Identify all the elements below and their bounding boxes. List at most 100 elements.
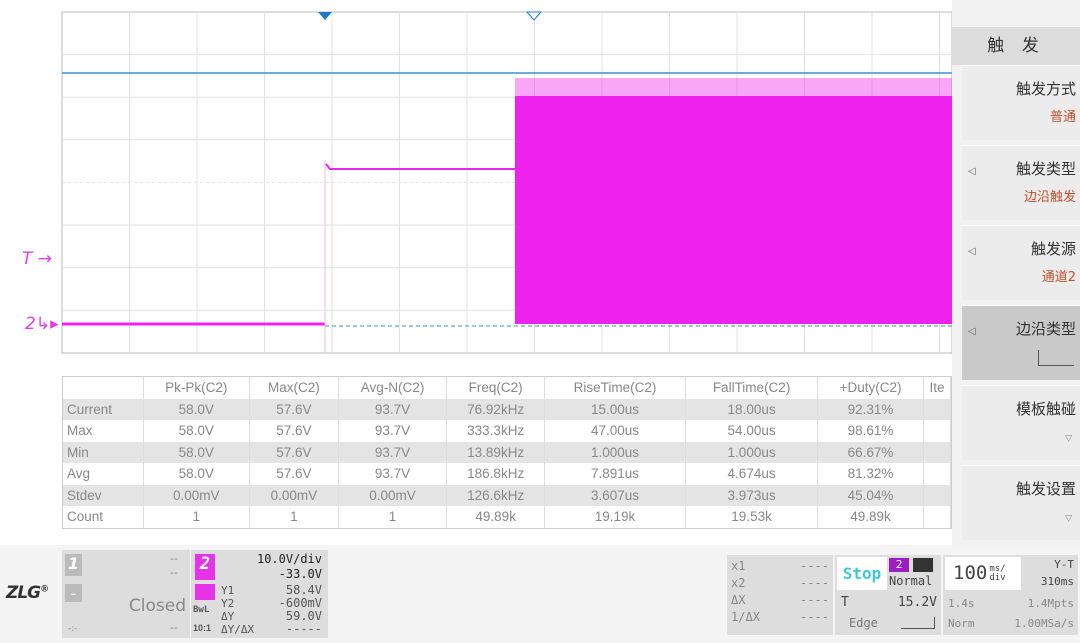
- trigger-type: Edge: [849, 616, 878, 630]
- table-cell: [923, 506, 952, 528]
- timebase-scale[interactable]: 100 ms/ div: [945, 557, 1021, 590]
- table-cell: 81.32%: [817, 463, 924, 485]
- column-header: Pk-Pk(C2): [143, 377, 250, 399]
- run-stop-button[interactable]: Stop: [837, 557, 887, 590]
- display-mode: Y-T: [1054, 558, 1074, 571]
- menu-item-3[interactable]: ◁ 边沿类型: [962, 305, 1080, 380]
- rising-edge-icon: [1038, 350, 1074, 366]
- trigger-mode: Normal: [889, 574, 933, 588]
- table-cell: Current: [63, 398, 144, 420]
- table-cell: 76.92kHz: [446, 398, 546, 420]
- menu-item-1[interactable]: ◁ 触发类型 边沿触发: [962, 145, 1080, 220]
- table-cell: 57.6V: [249, 398, 339, 420]
- ch2-burst: [515, 96, 952, 324]
- table-row: Current 58.0V 57.6V 93.7V 76.92kHz 15.00us 18.…: [63, 398, 952, 420]
- channel1-panel[interactable]: 1 -- -- - Closed -- -:-: [62, 550, 190, 638]
- menu-item-5[interactable]: 触发设置 ▽: [962, 465, 1080, 540]
- table-cell: [923, 463, 952, 485]
- column-header: +Duty(C2): [817, 377, 924, 399]
- ch1-extra: --: [170, 621, 178, 634]
- y2-value: -600mV: [278, 596, 322, 610]
- table-cell: 66.67%: [817, 441, 924, 463]
- cursor-panel[interactable]: x1 x2 ΔX 1/ΔX ---- ---- ---- ----: [727, 555, 833, 635]
- menu-title: 触 发: [952, 27, 1080, 65]
- table-cell: [923, 441, 952, 463]
- table-cell: 57.6V: [249, 441, 339, 463]
- dydx-label: ΔY/ΔX: [221, 623, 255, 636]
- expand-left-icon: ◁: [968, 326, 976, 337]
- table-cell: 93.7V: [338, 463, 448, 485]
- table-cell: 58.0V: [143, 420, 250, 442]
- table-row: Min 58.0V 57.6V 93.7V 13.89kHz 1.000us 1.000us…: [63, 441, 952, 463]
- table-cell: 1: [249, 506, 339, 528]
- x2-value: ----: [800, 576, 829, 590]
- memory-depth: 1.4Mpts: [1027, 597, 1074, 610]
- table-cell: 18.00us: [685, 398, 819, 420]
- table-cell: 7.891us: [544, 463, 687, 485]
- menu-item-4[interactable]: 模板触碰 ▽: [962, 385, 1080, 460]
- ch2-mid-level: [325, 163, 515, 170]
- ch1-misc: -:-: [68, 624, 78, 634]
- ch2-offset: -33.0V: [278, 567, 322, 581]
- waveform-display[interactable]: [0, 0, 952, 360]
- probe-ratio: 10:1: [193, 623, 212, 633]
- table-cell: [923, 398, 952, 420]
- trigger-level-label: T: [841, 595, 849, 610]
- acquisition-mode: Norm: [948, 617, 975, 630]
- menu-item-value: 边沿触发: [1023, 190, 1076, 205]
- trigger-status-panel[interactable]: Stop 2 Normal T 15.2V Edge: [835, 555, 941, 635]
- bwl-label: BwL: [193, 605, 210, 615]
- ch2-burst-peaks: [515, 78, 952, 98]
- menu-item-0[interactable]: 触发方式普通: [962, 65, 1080, 140]
- table-cell: 19.53k: [685, 506, 819, 528]
- coupling-icon: [913, 558, 933, 572]
- timebase-panel[interactable]: 100 ms/ div Y-T 310ms 1.4s 1.4Mpts Norm 1…: [943, 555, 1078, 635]
- trigger-level-marker[interactable]: T →: [22, 249, 53, 269]
- ch1-offset: --: [170, 566, 178, 579]
- table-cell: Min: [63, 441, 144, 463]
- zlg-logo: ZLG®: [6, 583, 49, 603]
- table-cell: 3.973us: [685, 484, 819, 506]
- column-header: FallTime(C2): [685, 377, 819, 399]
- menu-item-label: 模板触碰: [1015, 400, 1076, 418]
- ch2-badge: 2: [195, 554, 215, 580]
- expand-left-icon: ◁: [968, 166, 976, 177]
- table-cell: 58.0V: [143, 463, 250, 485]
- ch1-scale: --: [170, 552, 178, 565]
- table-cell: 47.00us: [544, 420, 687, 442]
- table-cell: 49.89k: [817, 506, 924, 528]
- table-cell: 49.89k: [446, 506, 546, 528]
- menu-item-label: 触发方式: [1015, 80, 1076, 98]
- y1-value: 58.4V: [285, 583, 322, 597]
- channel2-offset-marker[interactable]: 2↳▸: [25, 314, 59, 334]
- menu-item-label: 触发源: [1030, 240, 1076, 258]
- trigger-menu: 触 发 触发方式 普通 ◁ 触发类型 边沿触发 ◁ 触发源 通道2 ◁ 边沿类型 模板触碰 ▽ 触发设置…: [952, 0, 1080, 545]
- table-cell: 4.674us: [685, 463, 819, 485]
- dc-coupling-icon: [195, 584, 215, 600]
- trigger-source-badge: 2: [889, 558, 909, 572]
- expand-left-icon: ◁: [968, 246, 976, 257]
- column-header: Freq(C2): [446, 377, 546, 399]
- column-header: Avg-N(C2): [338, 377, 448, 399]
- table-cell: 0.00mV: [143, 484, 250, 506]
- table-cell: 333.3kHz: [446, 420, 546, 442]
- dy-label: ΔY: [221, 610, 235, 623]
- table-row: Stdev 0.00mV 0.00mV 0.00mV 126.6kHz 3.607us 3.…: [63, 484, 952, 506]
- table-cell: 3.607us: [544, 484, 687, 506]
- menu-item-2[interactable]: ◁ 触发源 通道2: [962, 225, 1080, 300]
- table-cell: 93.7V: [338, 441, 448, 463]
- menu-item-label: 触发设置: [1015, 480, 1076, 498]
- measurement-table: Pk-Pk(C2) Max(C2) Avg-N(C2) Freq(C2) RiseTim…: [62, 376, 952, 529]
- table-cell: 58.0V: [143, 441, 250, 463]
- table-cell: Avg: [63, 463, 144, 485]
- status-bar: ZLG® 1 -- -- - Closed -- -:- 2 10.0V/div…: [0, 545, 1080, 643]
- channel2-panel[interactable]: 2 10.0V/div -33.0V BwL 10:1 Y1 Y2 ΔY ΔY/ΔX …: [191, 550, 328, 638]
- menu-item-value: 普通: [1049, 110, 1076, 125]
- x2-label: x2: [731, 576, 746, 590]
- table-cell: 92.31%: [817, 398, 924, 420]
- table-cell: 57.6V: [249, 420, 339, 442]
- table-cell: 1.000us: [685, 441, 819, 463]
- table-cell: Max: [63, 420, 144, 442]
- horizontal-delay: 310ms: [1040, 575, 1074, 588]
- column-header: [63, 377, 144, 399]
